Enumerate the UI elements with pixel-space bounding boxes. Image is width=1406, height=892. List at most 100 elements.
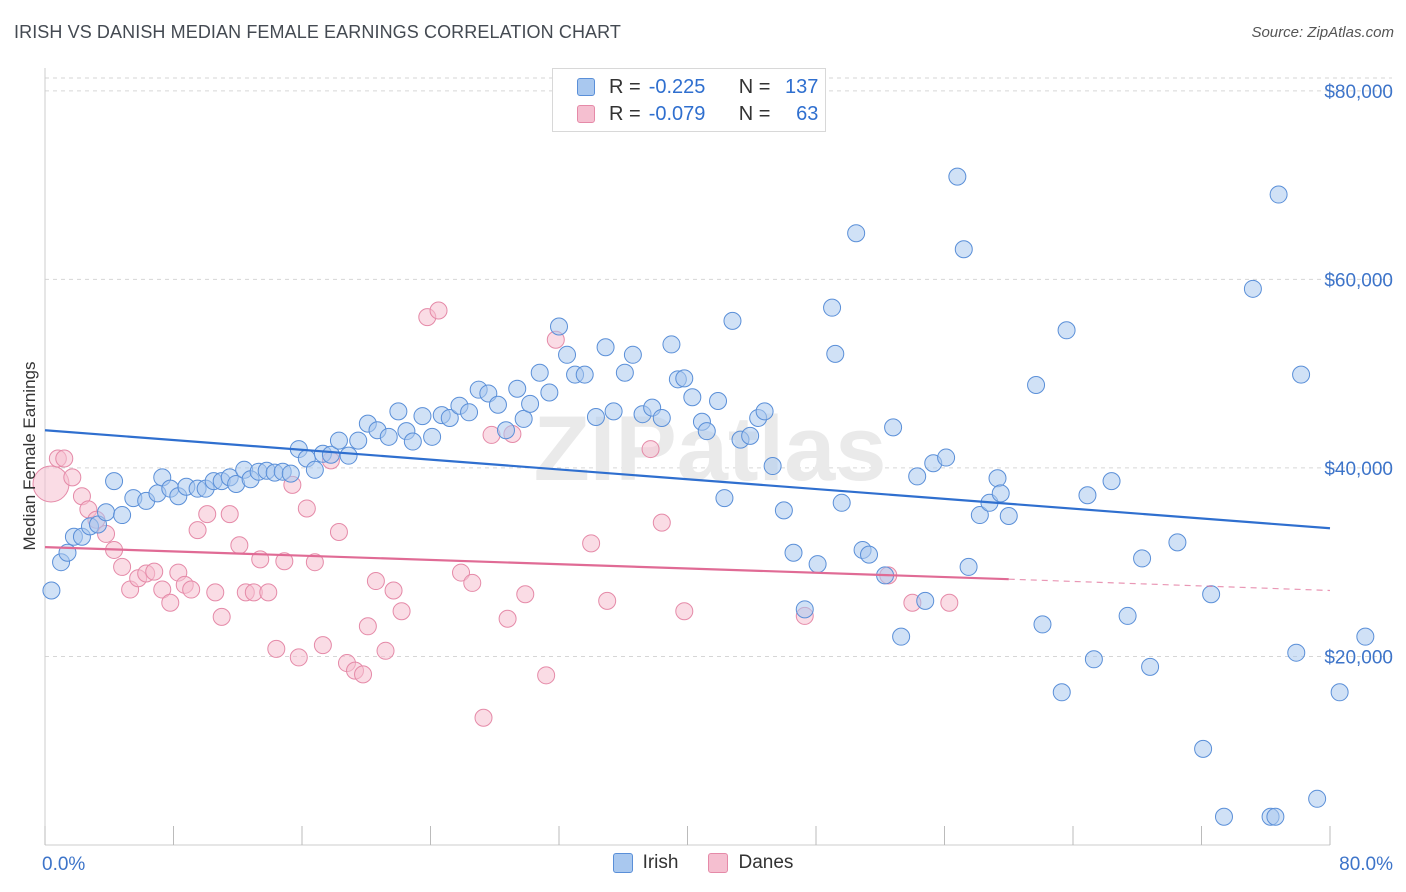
danes-n-label: N =: [738, 102, 771, 125]
irish-point: [675, 369, 694, 388]
irish-point: [113, 506, 132, 525]
irish-point: [847, 224, 866, 243]
irish-point: [1202, 585, 1221, 604]
irish-point: [440, 408, 459, 427]
danes-point: [267, 639, 286, 658]
irish-point: [826, 344, 845, 363]
irish-point: [1033, 615, 1052, 634]
irish-point: [763, 457, 782, 476]
danes-point: [598, 591, 617, 610]
danes-point: [145, 562, 164, 581]
irish-point: [1168, 533, 1187, 552]
irish-point: [508, 379, 527, 398]
irish-point: [892, 627, 911, 646]
danes-point: [463, 573, 482, 592]
danes-point: [230, 536, 249, 555]
x-tick-label: 0.0%: [42, 854, 85, 875]
danes-point: [675, 602, 694, 621]
irish-n-label: N =: [738, 75, 771, 98]
irish-point: [623, 345, 642, 364]
irish-point: [908, 467, 927, 486]
irish-point: [755, 402, 774, 421]
danes-point: [429, 301, 448, 320]
danes-point: [940, 593, 959, 612]
irish-point: [1057, 321, 1076, 340]
irish-point: [741, 426, 760, 445]
irish-point: [540, 383, 559, 402]
irish-point: [1194, 739, 1213, 758]
legend-danes-label: Danes: [738, 852, 794, 873]
irish-points: [42, 167, 1375, 826]
irish-point: [1052, 683, 1071, 702]
watermark: ZIPatlas: [534, 398, 887, 500]
legend-row-irish: R = -0.225 N = 137: [577, 73, 818, 101]
irish-point: [723, 311, 742, 330]
irish-point: [329, 431, 348, 450]
danes-point: [641, 440, 660, 459]
danes-point: [305, 553, 324, 572]
legend-row-danes: R = -0.079 N = 63: [577, 100, 818, 128]
irish-point: [784, 543, 803, 562]
irish-point: [521, 394, 540, 413]
legend-item-danes: Danes: [708, 852, 793, 874]
irish-point: [389, 402, 408, 421]
irish-point: [575, 365, 594, 384]
chart-title: IRISH VS DANISH MEDIAN FEMALE EARNINGS C…: [14, 22, 622, 42]
irish-point: [683, 388, 702, 407]
irish-point: [1214, 807, 1233, 826]
irish-r-value: -0.225: [648, 75, 706, 98]
irish-point: [959, 557, 978, 576]
irish-n-value: 137: [785, 75, 819, 98]
irish-point: [596, 338, 615, 357]
irish-point: [1292, 365, 1311, 384]
danes-point: [498, 609, 517, 628]
danes-point: [452, 563, 471, 582]
danes-point: [198, 505, 217, 524]
irish-point: [550, 317, 568, 336]
danes-r-label: R =: [609, 102, 641, 125]
irish-point: [1084, 650, 1103, 669]
irish-point: [954, 240, 973, 259]
irish-point: [1356, 627, 1375, 646]
y-axis-label: Median Female Earnings: [20, 361, 39, 551]
irish-point: [1287, 643, 1306, 662]
irish-point: [558, 345, 577, 364]
legend-irish-swatch: [612, 853, 633, 873]
irish-point: [860, 545, 879, 564]
irish-point: [662, 335, 681, 354]
danes-point: [182, 580, 201, 599]
x-tick-label: 80.0%: [1339, 854, 1393, 875]
irish-point: [1133, 549, 1152, 568]
danes-point: [113, 557, 132, 576]
danes-point: [366, 572, 385, 591]
legend-item-irish: Irish: [612, 852, 678, 874]
chart-source: Source: ZipAtlas.com: [1251, 24, 1394, 41]
danes-point: [392, 602, 411, 621]
irish-point: [496, 421, 515, 440]
irish-point: [413, 407, 432, 426]
irish-point: [281, 464, 300, 483]
irish-point: [1078, 486, 1097, 505]
series-legend: Irish Danes: [0, 852, 1406, 874]
danes-point: [297, 499, 316, 518]
irish-point: [349, 431, 368, 450]
danes-point: [188, 521, 207, 540]
danes-point: [259, 583, 278, 602]
danes-r-value: -0.079: [648, 102, 706, 125]
danes-point: [275, 552, 294, 571]
irish-point: [1269, 185, 1288, 204]
danes-trend-extension: [1008, 578, 1331, 592]
irish-point: [1266, 807, 1285, 826]
danes-point: [153, 580, 172, 599]
irish-point: [586, 408, 605, 427]
irish-point: [970, 506, 989, 525]
danes-point: [313, 636, 332, 655]
irish-point: [1027, 375, 1046, 394]
irish-point: [403, 432, 422, 451]
irish-point: [823, 298, 842, 317]
irish-point: [709, 391, 728, 410]
legend-danes-swatch: [708, 853, 729, 873]
irish-point: [697, 422, 716, 441]
danes-point: [516, 585, 535, 604]
